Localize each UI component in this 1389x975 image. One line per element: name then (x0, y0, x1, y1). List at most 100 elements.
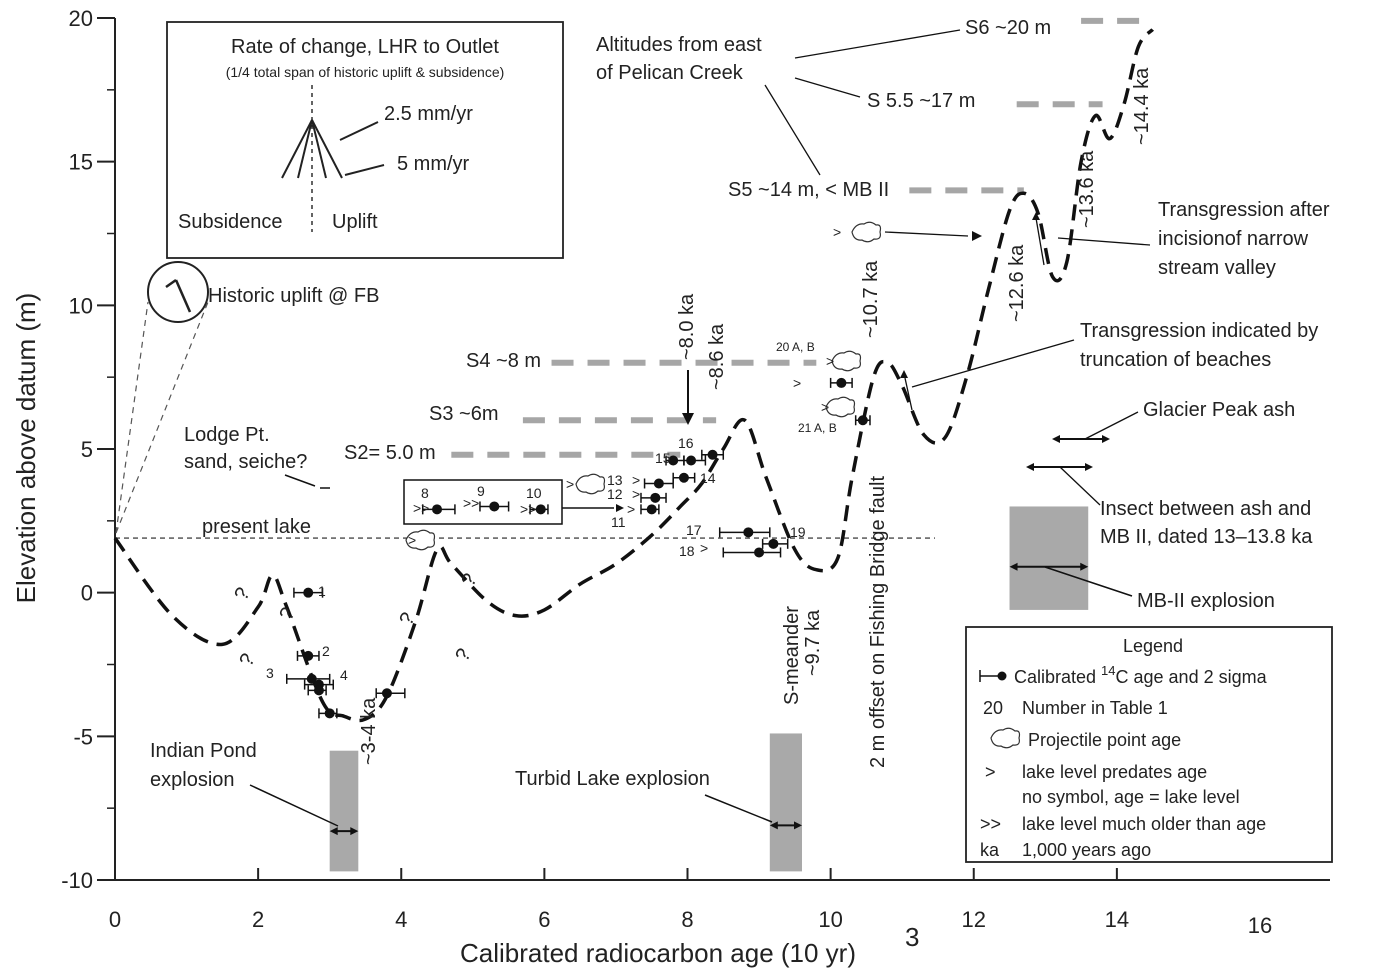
historic-uplift-guide (115, 301, 149, 534)
x-axis-label: Calibrated radiocarbon age (10 yr) (460, 938, 856, 968)
legend-item-text: 1,000 years ago (1022, 840, 1151, 860)
y-tick-label: 10 (69, 293, 93, 318)
rate-box-rate1: 2.5 mm/yr (384, 103, 473, 125)
indian-pond-leader (249, 784, 339, 827)
mb2-label: MB-II explosion (1137, 590, 1275, 612)
legend-item-symbol: 20 (983, 698, 1003, 718)
sample-number: 2 (322, 643, 330, 659)
sample-point (313, 685, 324, 696)
fishing-bridge-label: 2 m offset on Fishing Bridge fault (867, 476, 889, 768)
uncertainty-mark: ? (230, 584, 255, 605)
x-tick-label: 8 (681, 907, 693, 932)
sample-symbol: > (627, 501, 635, 517)
sample-point (646, 504, 657, 515)
sample-number: 18 (679, 543, 695, 559)
y-tick-label: 5 (81, 437, 93, 462)
age-label: ~3-4 ka (358, 697, 380, 765)
rate-box-subtitle: (1/4 total span of historic uplift & sub… (226, 64, 505, 80)
rate-box-rate2: 5 mm/yr (397, 153, 470, 175)
shoreline-label: S5 ~14 m, < MB II (728, 179, 889, 201)
historic-uplift-guide (115, 301, 209, 534)
rate-box-line (297, 119, 313, 179)
indian-pond-label: Indian Pond explosion (150, 740, 257, 791)
sample-point (432, 504, 443, 515)
sample-number: 13 (607, 472, 623, 488)
legend-item-text: lake level predates age (1022, 762, 1207, 782)
rate-box-title: Rate of change, LHR to Outlet (231, 36, 499, 58)
samples-8-10-leader-head (616, 504, 624, 512)
legend-item-text: lake level much older than age (1022, 814, 1266, 834)
lodge-pt-label: Lodge Pt. sand, seiche? (184, 424, 307, 473)
insect-leader (1059, 466, 1101, 506)
age-label: ~9.7 ka (802, 609, 824, 676)
sample-point (836, 377, 847, 388)
sample-number: 16 (678, 435, 694, 451)
sample-number: 8 (421, 485, 429, 501)
samples-8-10-box (403, 479, 563, 525)
uncertainty-mark: ? (235, 650, 260, 671)
sample-symbol: >> (520, 501, 536, 517)
projectile-point-icon (825, 396, 856, 418)
sample-point (303, 650, 314, 661)
historic-uplift-needle (174, 279, 192, 313)
legend-projectile-icon (990, 727, 1021, 749)
turbid-lake-leader (704, 794, 773, 823)
explosion-arrow-left-head (329, 827, 338, 836)
altitudes-leader (794, 29, 961, 59)
sample-point (381, 688, 392, 699)
sample-point (324, 708, 335, 719)
transgression-valley-leader (1057, 237, 1151, 246)
uncertainty-mark: ? (451, 645, 476, 666)
rate-box-pointer (339, 121, 379, 141)
x-tick-label: 10 (818, 907, 842, 932)
rate-box-pointer (344, 164, 385, 176)
uncertainty-mark: ? (395, 609, 420, 630)
sample-number: 19 (790, 524, 806, 540)
sample-number: 10 (526, 485, 542, 501)
sample-point (306, 673, 317, 684)
y-tick-label: -10 (61, 868, 93, 893)
explosion-arrow-right-head (350, 827, 359, 836)
explosion-bar (769, 733, 802, 872)
sample-number: 9 (477, 483, 485, 499)
sample-symbol: > (700, 540, 708, 556)
sample-point (535, 504, 546, 515)
legend-item-text: no symbol, age = lake level (1022, 787, 1240, 807)
projectile-symbol: > (833, 224, 841, 240)
sample-number: 11 (611, 514, 626, 530)
legend-item-text: Projectile point age (1028, 730, 1181, 750)
sample-number: 17 (686, 522, 702, 538)
rate-box-line (281, 119, 313, 179)
sample-21-label: 21 A, B (798, 421, 837, 435)
sample-point (489, 501, 500, 512)
x-tick-label: 6 (538, 907, 550, 932)
sample-symbol: >> (413, 500, 429, 516)
age-label: ~10.7 ka (860, 260, 882, 338)
projectile-symbol: > (821, 399, 829, 415)
sample-number: 1 (318, 583, 326, 599)
uncertainty-mark: ? (457, 570, 482, 591)
explosion-arrow-left-head (1009, 562, 1018, 571)
historic-uplift-needle (165, 278, 177, 289)
lodge-pt-leader (284, 474, 316, 487)
x-tick-label: 12 (962, 907, 986, 932)
rate-box-subsidence: Subsidence (178, 211, 283, 233)
sample-point (686, 455, 697, 466)
legend-box (965, 626, 1333, 863)
rate-box-line (311, 119, 327, 179)
altitudes-label: Altitudes from east of Pelican Creek (596, 34, 762, 84)
shoreline-label: S 5.5 ~17 m (867, 90, 975, 112)
transgression-beaches-label: Transgression indicated by truncation of … (1080, 320, 1318, 371)
sample-number: 15 (655, 450, 671, 466)
y-tick-label: -5 (73, 724, 93, 749)
explosion-bar (1009, 506, 1089, 610)
age-label: ~8.6 ka (706, 323, 728, 390)
sample-point (668, 455, 679, 466)
x-axis-label-exponent: 3 (905, 922, 919, 952)
glacier-peak-label: Glacier Peak ash (1143, 399, 1295, 421)
sample-point (857, 415, 868, 426)
projectile-point-icon (831, 350, 862, 372)
sample-symbol: > (632, 486, 640, 502)
explosion-arrow-left-head (769, 821, 778, 830)
